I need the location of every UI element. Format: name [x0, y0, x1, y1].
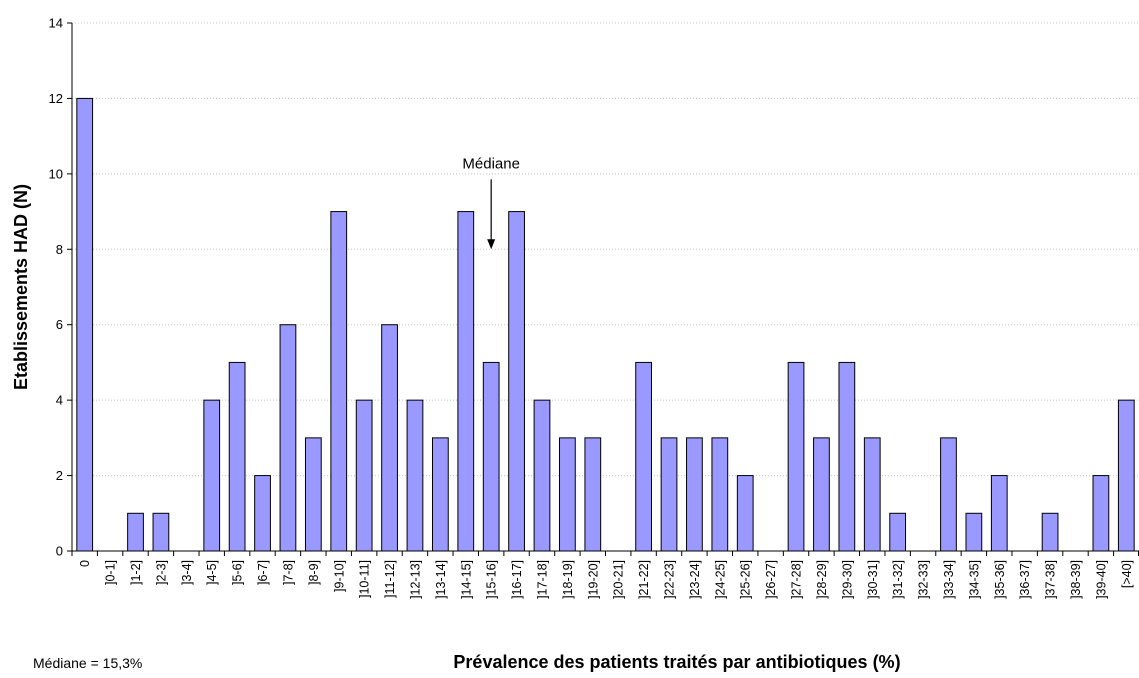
bar — [355, 399, 373, 552]
annotations: Médiane — [462, 155, 520, 250]
bar — [127, 512, 144, 552]
bar — [381, 324, 398, 552]
bar — [584, 437, 602, 552]
gridlines — [72, 22, 1139, 477]
y-tick-label: 4 — [56, 393, 63, 408]
x-tick-label: ]12-13] — [408, 560, 422, 599]
bar — [889, 512, 907, 552]
x-tick-label: ]5-6] — [231, 560, 245, 585]
bar — [1041, 512, 1059, 552]
x-tick-label: ]23-24] — [688, 560, 702, 599]
x-tick-label: ]20-21] — [612, 560, 626, 599]
y-axis-label: Etablissements HAD (N) — [11, 184, 31, 390]
x-tick-label: ]0-1] — [104, 560, 118, 585]
x-tick-label: ]17-18] — [535, 560, 549, 599]
bar — [990, 475, 1008, 552]
x-tick-label: ]27-28] — [790, 560, 804, 599]
x-tick-label: ]9-10] — [332, 560, 346, 592]
x-tick-label: ]28-29] — [815, 560, 829, 599]
median-footnote: Médiane = 15,3% — [33, 655, 142, 671]
x-tick-label: ]4-5] — [205, 560, 219, 585]
y-tick-label: 0 — [56, 544, 63, 559]
x-tick-label: ]29-30] — [840, 560, 854, 599]
x-tick-label: ]10-11] — [358, 560, 372, 598]
bar — [1092, 475, 1110, 552]
x-tick-label: [>40] — [1120, 560, 1134, 588]
x-tick-label: ]7-8] — [281, 560, 295, 585]
x-tick-label: ]33-34] — [942, 560, 956, 599]
bar — [457, 211, 475, 552]
bar — [787, 361, 805, 552]
x-tick-label: ]32-33] — [917, 560, 931, 599]
x-tick-label: ]11-12] — [383, 560, 397, 598]
x-tick-label: ]13-14] — [434, 560, 448, 599]
x-tick-label: ]34-35] — [967, 560, 981, 599]
x-tick-label: ]15-16] — [485, 560, 499, 599]
bar — [559, 437, 576, 552]
median-arrow-head — [487, 239, 496, 250]
median-annotation: Médiane — [462, 155, 520, 172]
x-tick-label: ]19-20] — [586, 560, 600, 599]
bar — [254, 475, 271, 552]
bar — [533, 399, 551, 552]
x-tick-label: ]36-37] — [1018, 560, 1032, 599]
bar — [736, 475, 754, 552]
bar — [863, 437, 881, 552]
x-tick-label: ]25-26] — [739, 560, 753, 599]
bar — [1117, 399, 1135, 552]
bar — [203, 399, 221, 552]
x-tick-label: ]6-7] — [256, 560, 270, 585]
x-tick-label: ]24-25] — [713, 560, 727, 599]
y-tick-labels: 0 2 4 6 8 10 12 14 — [49, 16, 72, 559]
x-axis-label: Prévalence des patients traités par anti… — [453, 652, 900, 672]
y-tick-label: 8 — [56, 242, 63, 257]
y-tick-label: 10 — [49, 166, 63, 181]
x-tick-label: ]22-23] — [663, 560, 677, 599]
x-tick-label: ]38-39] — [1069, 560, 1083, 599]
bar — [813, 437, 830, 552]
bar — [330, 211, 348, 552]
bar — [152, 512, 170, 552]
bar — [482, 361, 500, 552]
bar — [940, 437, 957, 552]
bar — [686, 437, 703, 552]
x-tick-label: ]26-27] — [764, 560, 778, 599]
x-tick-labels: 0 ]0-1] ]1-2] ]2-3] ]3-4] ]4-5] ]5-6] ]6-7] ]7-8… — [71, 551, 1139, 599]
x-tick-label: ]16-17] — [510, 560, 524, 599]
x-tick-label: ]18-19] — [561, 560, 575, 599]
bar — [406, 399, 424, 552]
bar — [965, 512, 983, 552]
y-tick-label: 2 — [56, 468, 63, 483]
y-tick-label: 14 — [49, 16, 63, 31]
x-tick-label: ]8-9] — [307, 560, 321, 585]
x-tick-label: ]37-38] — [1044, 560, 1058, 599]
x-tick-label: ]39-40] — [1094, 560, 1108, 599]
bar — [431, 437, 449, 552]
bar — [76, 97, 94, 552]
x-tick-label: 0 — [78, 560, 92, 567]
x-tick-label: ]30-31] — [866, 560, 880, 599]
bar — [508, 211, 525, 552]
x-tick-label: ]2-3] — [154, 560, 168, 585]
x-tick-label: ]14-15] — [459, 560, 473, 599]
bar — [279, 324, 297, 552]
bar — [635, 361, 652, 552]
x-tick-label: ]21-22] — [637, 560, 651, 599]
bar — [304, 437, 322, 552]
x-tick-label: ]35-36] — [993, 560, 1007, 599]
y-tick-label: 12 — [49, 91, 63, 106]
x-tick-label: ]1-2] — [129, 560, 143, 585]
bar — [838, 361, 856, 552]
bar — [711, 437, 729, 552]
x-tick-label: ]3-4] — [180, 560, 194, 585]
bar — [660, 437, 678, 552]
bar — [228, 361, 246, 552]
x-tick-label: ]31-32] — [891, 560, 905, 599]
y-tick-label: 6 — [56, 317, 63, 332]
bars — [76, 97, 1135, 552]
